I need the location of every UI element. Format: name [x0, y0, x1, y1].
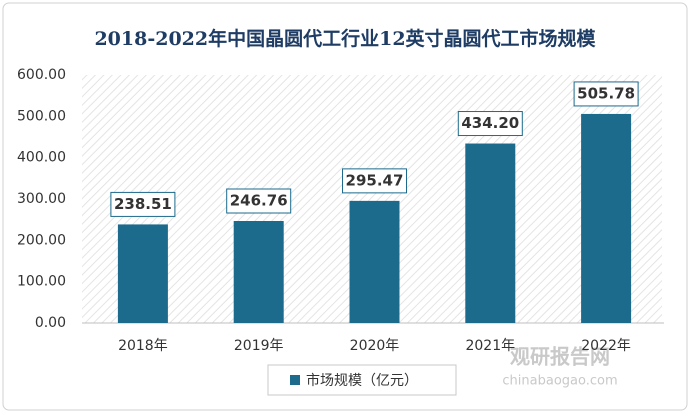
bar	[117, 224, 168, 323]
value-label-box	[226, 188, 292, 214]
value-label-box	[573, 81, 639, 107]
y-tick-label: 200.00	[17, 232, 66, 248]
x-tick-label: 2022年	[581, 338, 631, 354]
x-tick-label: 2021年	[465, 338, 515, 354]
value-label-box	[110, 191, 176, 217]
bar	[233, 221, 284, 323]
value-label: 434.20	[461, 114, 519, 132]
value-label: 238.51	[114, 195, 172, 213]
x-tick-label: 2019年	[234, 338, 284, 354]
chart-title: 2018-2022年中国晶圆代工行业12英寸晶圆代工市场规模	[94, 27, 596, 50]
y-tick-label: 600.00	[17, 67, 66, 83]
legend-label: 市场规模（亿元）	[306, 372, 418, 389]
value-label: 246.76	[230, 192, 288, 210]
bar	[465, 143, 516, 323]
x-tick-label: 2018年	[118, 338, 168, 354]
bar	[349, 200, 400, 323]
legend-swatch	[290, 375, 300, 385]
x-tick-label: 2020年	[350, 338, 400, 354]
bar	[581, 113, 632, 323]
value-label-box	[342, 168, 407, 194]
y-tick-label: 100.00	[17, 274, 66, 290]
value-label-box	[457, 111, 523, 137]
y-tick-label: 500.00	[17, 108, 66, 124]
value-label: 505.78	[577, 84, 635, 102]
watermark-name: 观研报告网	[510, 345, 610, 369]
value-label: 295.47	[346, 171, 404, 189]
watermark-url: chinabaogao.com	[502, 374, 617, 389]
y-tick-label: 400.00	[17, 150, 66, 166]
y-tick-label: 300.00	[17, 191, 66, 207]
y-tick-label: 0.00	[35, 315, 66, 331]
